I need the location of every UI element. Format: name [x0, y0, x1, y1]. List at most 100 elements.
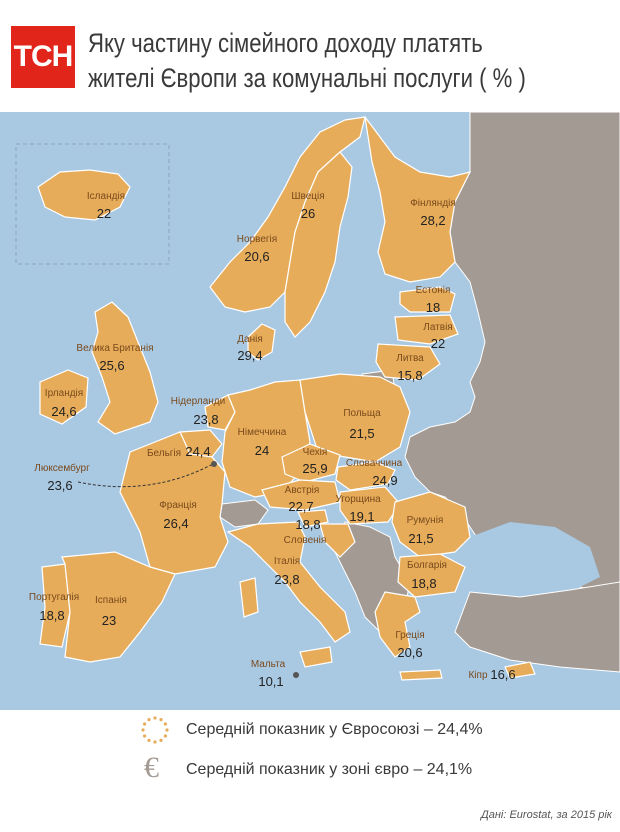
country-name: Кіпр [468, 670, 487, 681]
country-name: Польща [343, 408, 381, 419]
iceland-inset-box [15, 143, 170, 265]
country-value: 20,6 [244, 249, 269, 264]
country-value: 15,8 [397, 368, 422, 383]
luxembourg-dot [211, 461, 217, 467]
country-value: 21,5 [408, 531, 433, 546]
country-name: Франція [159, 500, 197, 511]
country-name: Ірландія [45, 388, 83, 399]
country-france [119, 431, 229, 575]
country-croatia [319, 523, 356, 558]
country-name: Словаччина [346, 458, 403, 469]
belgium-label: Бельгія 24,4 [147, 444, 211, 459]
country-poland [299, 373, 411, 463]
country-name: Ісландія [87, 191, 125, 202]
portugal-label: Португалія 18,8 [29, 592, 79, 623]
legend-eu-text: Середній показник у Євросоюзі – 24,4% [186, 721, 483, 738]
country-sardinia [239, 577, 259, 618]
malta-dot [293, 672, 299, 678]
country-uk [91, 301, 159, 435]
country-value: 18,8 [295, 517, 320, 532]
netherlands-label: Нідерланди 23,8 [171, 396, 225, 427]
czechia-label: Чехія 25,9 [302, 447, 327, 476]
country-value: 26,4 [163, 516, 188, 531]
euro-symbol: € [144, 751, 159, 784]
legend-euro-text: Середній показник у зоні євро – 24,1% [186, 761, 473, 778]
country-norway [209, 116, 366, 313]
slovenia-label: 18,8 Словенія [284, 517, 327, 546]
country-name: Данія [237, 334, 263, 345]
country-crete [399, 669, 443, 681]
country-cyprus [504, 661, 536, 679]
country-value: 26 [301, 206, 315, 221]
sweden-label: Швеція 26 [291, 191, 324, 221]
header: ТСН Яку частину сімейного доходу платять… [0, 0, 620, 112]
finland-label: Фінляндія 28,2 [410, 198, 456, 228]
country-value: 25,9 [302, 461, 327, 476]
spain-label: Іспанія 23 [95, 595, 127, 628]
country-estonia [399, 286, 456, 313]
country-slovenia [297, 509, 329, 528]
non-eu-south [454, 581, 620, 673]
country-value: 29,4 [237, 348, 262, 363]
country-italy [226, 521, 351, 643]
country-latvia [394, 314, 459, 345]
iceland-label: Ісландія 22 [87, 191, 125, 221]
europe-map: Ісландія 22 Норвегія 20,6 Швеція 26 Фінл… [0, 112, 620, 710]
lithuania-label: Литва 15,8 [396, 353, 424, 383]
country-value: 16,6 [490, 667, 515, 682]
eu-stars-icon [140, 715, 170, 745]
source-note: Дані: Eurostat, за 2015 рік [481, 809, 612, 821]
title-line-1: Яку частину сімейного доходу платять [88, 28, 483, 58]
germany-label: Німеччина 24 [238, 427, 287, 458]
country-name: Німеччина [238, 427, 287, 438]
country-greece [374, 591, 421, 658]
luxembourg-pointer [77, 463, 214, 488]
country-name: Румунія [407, 515, 444, 526]
country-iceland [37, 169, 131, 221]
country-name: Латвія [423, 322, 452, 333]
tsn-logo[interactable]: ТСН [11, 26, 75, 88]
country-value: 21,5 [349, 426, 374, 441]
malta-label: Мальта 10,1 [251, 659, 286, 689]
uk-label: Велика Британія 25,6 [76, 343, 153, 373]
estonia-label: Естонія 18 [416, 285, 451, 315]
france-label: Франція 26,4 [159, 500, 197, 531]
country-value: 18,8 [39, 608, 64, 623]
country-value: 23,8 [274, 572, 299, 587]
country-value: 20,6 [397, 645, 422, 660]
luxembourg-label: Люксембург 23,6 [34, 462, 90, 493]
country-spain [61, 551, 176, 663]
country-value: 25,6 [99, 358, 124, 373]
country-name: Велика Британія [76, 343, 153, 354]
country-name: Чехія [303, 447, 328, 458]
ireland-label: Ірландія 24,6 [45, 388, 83, 419]
denmark-label: Данія 29,4 [237, 334, 263, 363]
country-value: 22 [431, 336, 445, 351]
country-name: Естонія [416, 285, 451, 296]
austria-label: Австрія 22,7 [285, 485, 320, 514]
country-czechia [281, 443, 341, 483]
country-bulgaria [397, 553, 466, 598]
hungary-label: Угорщина 19,1 [335, 494, 381, 524]
poland-label: Польща 21,5 [343, 408, 381, 441]
country-romania [391, 491, 471, 558]
bulgaria-label: Болгарія 18,8 [407, 560, 447, 591]
country-value: 22 [97, 206, 111, 221]
country-finland [364, 116, 472, 283]
country-name: Бельгія [147, 448, 181, 459]
country-value: 18,8 [411, 576, 436, 591]
country-slovakia [335, 461, 396, 491]
country-name: Португалія [29, 592, 79, 603]
title-line-2: жителі Європи за комунальні послуги ( % … [88, 63, 526, 93]
country-lithuania [375, 343, 441, 381]
country-value: 23,6 [47, 478, 72, 493]
country-name: Словенія [284, 535, 327, 546]
country-name: Болгарія [407, 560, 447, 571]
black-sea [470, 522, 600, 592]
country-name: Австрія [285, 485, 320, 496]
country-ireland [39, 369, 89, 425]
country-name: Мальта [251, 659, 286, 670]
country-value: 22,7 [288, 499, 313, 514]
country-value: 28,2 [420, 213, 445, 228]
country-sweden [284, 151, 353, 338]
